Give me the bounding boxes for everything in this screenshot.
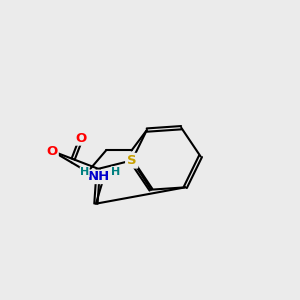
- Text: S: S: [128, 154, 137, 167]
- Text: H: H: [111, 167, 121, 177]
- Text: O: O: [46, 145, 58, 158]
- Text: O: O: [76, 132, 87, 145]
- Text: H: H: [80, 167, 89, 177]
- Text: N: N: [126, 154, 137, 168]
- Text: NH: NH: [88, 170, 110, 183]
